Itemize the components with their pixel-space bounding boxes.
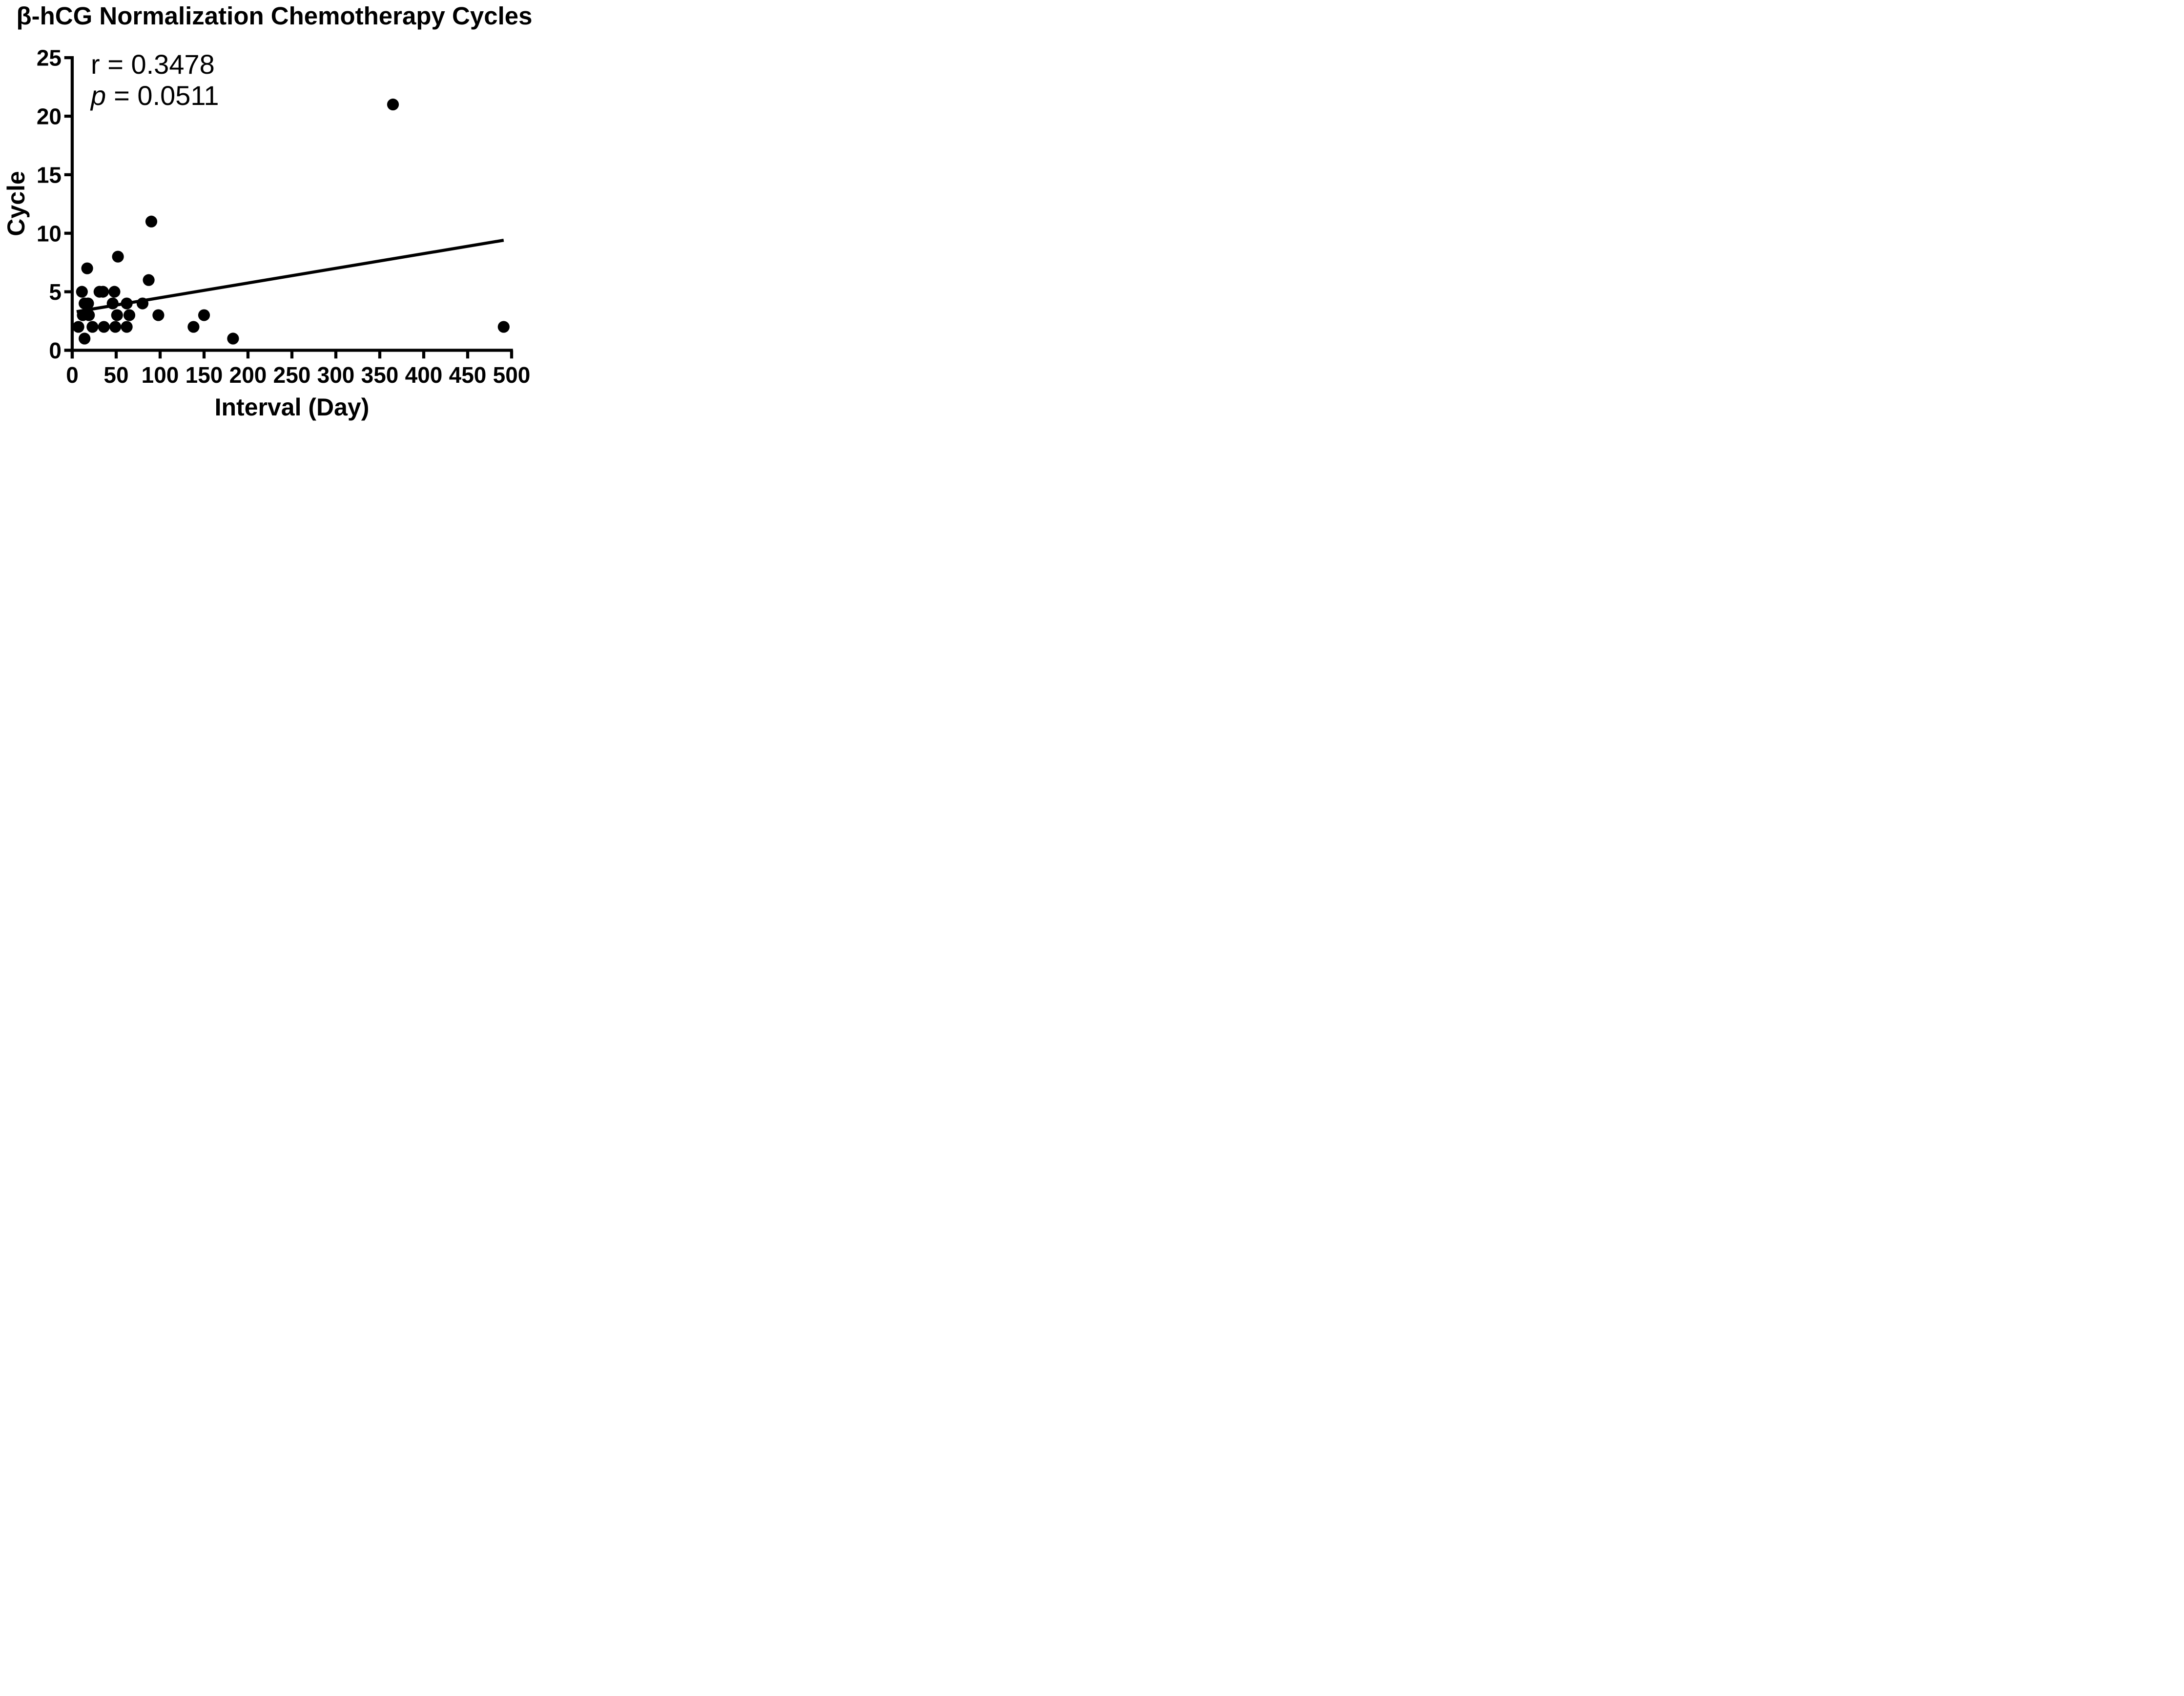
data-point xyxy=(98,321,110,333)
x-tick-label: 400 xyxy=(405,362,443,388)
annotation-p-symbol: p xyxy=(90,80,106,111)
annotation-p-value: = 0.0511 xyxy=(114,80,219,111)
y-tick-label: 0 xyxy=(49,338,62,363)
data-points xyxy=(72,98,510,345)
data-point xyxy=(143,274,155,286)
data-point xyxy=(97,286,109,298)
data-point xyxy=(111,309,123,321)
y-axis-label: Cycle xyxy=(2,171,30,236)
x-tick-label: 350 xyxy=(361,362,399,388)
y-axis-ticks: 0 5 10 15 20 25 xyxy=(37,45,74,363)
data-point xyxy=(187,321,200,333)
y-tick-label: 20 xyxy=(37,104,62,129)
chart-title: β-hCG Normalization Chemotherapy Cycles xyxy=(16,2,532,30)
data-point xyxy=(145,215,158,228)
x-tick-label: 0 xyxy=(66,362,79,388)
data-point xyxy=(123,309,136,321)
data-point xyxy=(112,250,124,263)
x-tick-label: 450 xyxy=(449,362,487,388)
x-tick-label: 250 xyxy=(273,362,311,388)
annotation-p: p = 0.0511 xyxy=(90,80,219,111)
data-point xyxy=(76,286,88,298)
y-tick-label: 25 xyxy=(37,45,62,71)
x-tick-label: 50 xyxy=(103,362,128,388)
y-tick-label: 15 xyxy=(37,162,62,187)
regression-line xyxy=(76,239,504,313)
data-point xyxy=(387,98,399,111)
data-point xyxy=(79,332,91,345)
data-point xyxy=(109,321,122,333)
data-point xyxy=(72,321,84,333)
x-tick-label: 500 xyxy=(493,362,531,388)
data-point xyxy=(136,297,149,310)
scatter-plot: β-hCG Normalization Chemotherapy Cycles … xyxy=(2,2,533,421)
chart-page: β-hCG Normalization Chemotherapy Cycles … xyxy=(0,0,546,424)
data-point xyxy=(198,309,210,321)
x-axis-ticks: 0 50 100 150 200 250 300 350 400 450 500 xyxy=(66,350,531,388)
data-point xyxy=(121,321,133,333)
data-point xyxy=(227,332,239,345)
data-point xyxy=(108,286,121,298)
x-tick-label: 100 xyxy=(142,362,179,388)
data-point xyxy=(83,309,95,321)
data-point xyxy=(86,321,99,333)
data-point xyxy=(497,321,510,333)
x-tick-label: 200 xyxy=(229,362,267,388)
x-tick-label: 150 xyxy=(185,362,223,388)
data-point xyxy=(81,262,93,274)
annotation-r: r = 0.3478 xyxy=(91,49,215,80)
x-tick-label: 300 xyxy=(317,362,355,388)
y-tick-label: 5 xyxy=(49,279,62,305)
y-tick-label: 10 xyxy=(37,221,62,246)
x-axis-label: Interval (Day) xyxy=(215,393,370,421)
data-point xyxy=(106,297,119,310)
data-point xyxy=(152,309,165,321)
data-point xyxy=(121,297,133,310)
data-point xyxy=(82,297,94,310)
